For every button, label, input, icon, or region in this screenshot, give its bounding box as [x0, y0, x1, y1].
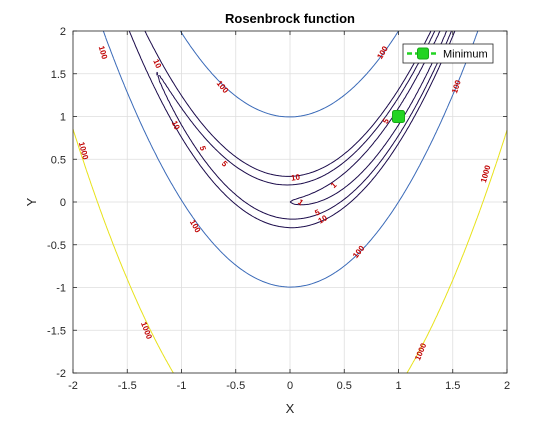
x-axis-ticks: -2 -1.5 -1 -0.5 0 0.5 1 1.5 2	[68, 31, 510, 392]
contour-label: 5	[381, 116, 391, 125]
x-tick-label: -0.5	[226, 380, 245, 392]
y-tick-label: -1	[56, 283, 66, 295]
contour-level-5	[156, 30, 452, 220]
x-tick-label: 0.5	[337, 380, 352, 392]
contour-label: 1000	[77, 141, 90, 161]
x-tick-label: -2	[68, 380, 78, 392]
chart-title: Rosenbrock function	[225, 11, 355, 26]
x-tick-label: 0	[287, 380, 293, 392]
x-tick-label: -1	[177, 380, 187, 392]
x-tick-label: 1.5	[445, 380, 460, 392]
y-tick-label: -0.5	[47, 240, 66, 252]
y-tick-label: -1.5	[47, 325, 66, 337]
contour-label: 5	[220, 159, 230, 169]
contour-level-100	[102, 30, 479, 288]
y-tick-label: 2	[60, 26, 66, 38]
contour-label: 100	[450, 78, 463, 94]
x-tick-label: 1	[395, 380, 401, 392]
contour-label: 5	[313, 207, 321, 217]
contour-label: 1	[329, 180, 339, 190]
minimum-point	[392, 110, 405, 123]
y-tick-label: -2	[56, 368, 66, 380]
legend-marker	[417, 47, 429, 60]
y-tick-label: 0	[60, 197, 66, 209]
y-tick-label: 0.5	[51, 154, 66, 166]
contour-lines	[72, 30, 508, 374]
contour-label: 5	[198, 145, 208, 152]
y-axis-ticks: -2 -1.5 -1 -0.5 0 0.5 1 1.5 2	[47, 26, 507, 380]
y-axis-label: Y	[24, 197, 39, 206]
legend-entry-minimum: Minimum	[443, 49, 488, 61]
contour-label: 1	[296, 197, 305, 207]
y-tick-label: 1.5	[51, 69, 66, 81]
contour-label: 10	[170, 119, 182, 131]
contour-level-1000	[72, 128, 508, 374]
x-axis-label: X	[286, 401, 295, 416]
x-tick-label: 2	[504, 380, 510, 392]
contour-label: 10	[151, 58, 163, 70]
y-tick-label: 1	[60, 112, 66, 124]
legend: Minimum	[402, 43, 494, 64]
contour-label: 100	[97, 45, 110, 61]
minimum-markers	[392, 110, 405, 123]
contour-label: 10	[290, 173, 301, 183]
x-tick-label: -1.5	[118, 380, 137, 392]
